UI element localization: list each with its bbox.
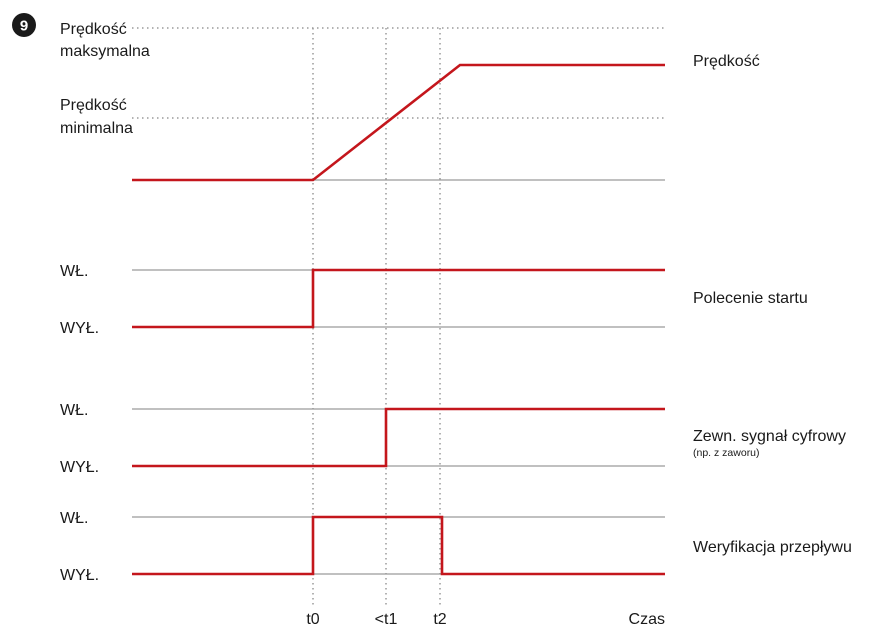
flow-signal-trace xyxy=(132,515,665,576)
speed-max-label-line1: Prędkość xyxy=(60,21,127,38)
time-label-t0: t0 xyxy=(306,611,319,628)
start-signal-trace xyxy=(132,268,665,329)
digital-signal-name: Zewn. sygnał cyfrowy xyxy=(693,428,846,445)
flow-on-label: WŁ. xyxy=(60,510,88,527)
time-axis-label: Czas xyxy=(629,611,665,628)
digital-signal-trace xyxy=(132,407,665,468)
start-on-label: WŁ. xyxy=(60,263,88,280)
flow-signal-name: Weryfikacja przepływu xyxy=(693,539,852,556)
start-off-label: WYŁ. xyxy=(60,320,99,337)
speed-signal-trace xyxy=(132,63,665,182)
speed-min-label-line1: Prędkość xyxy=(60,97,127,114)
digital-signal-note: (np. z zaworu) xyxy=(693,447,760,459)
figure-number-badge xyxy=(12,13,36,37)
start-signal-name: Polecenie startu xyxy=(693,290,808,307)
time-label-t1: <t1 xyxy=(375,611,398,628)
digital-on-label: WŁ. xyxy=(60,402,88,419)
speed-max-label-line2: maksymalna xyxy=(60,43,150,60)
figure-number: 9 xyxy=(20,18,28,35)
time-label-t2: t2 xyxy=(433,611,446,628)
speed-min-label-line2: minimalna xyxy=(60,120,133,137)
speed-signal-name: Prędkość xyxy=(693,53,760,70)
flow-off-label: WYŁ. xyxy=(60,567,99,584)
digital-off-label: WYŁ. xyxy=(60,459,99,476)
